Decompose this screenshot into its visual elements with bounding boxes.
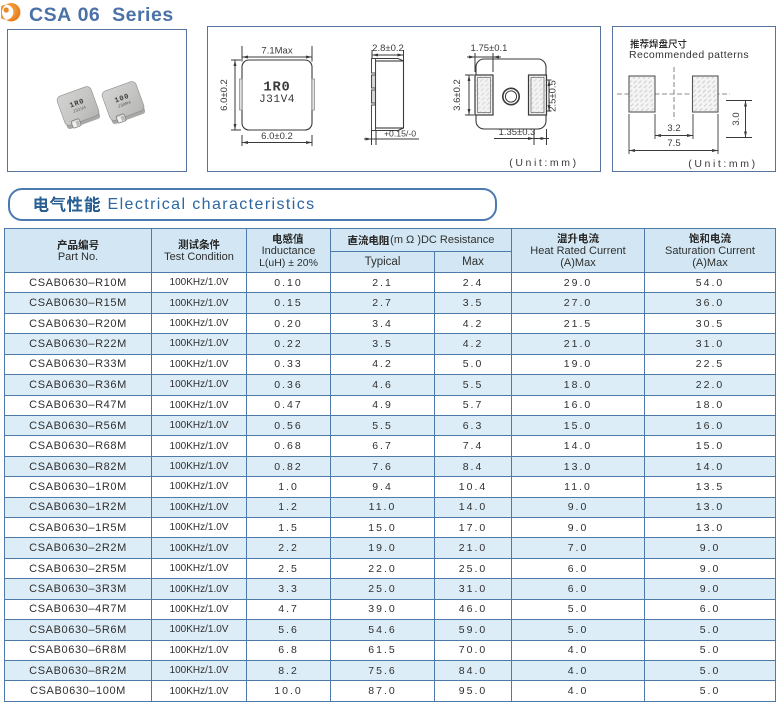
svg-text:6.0±0.2: 6.0±0.2 <box>219 79 230 111</box>
svg-text:2.8±0.2: 2.8±0.2 <box>372 43 404 54</box>
svg-text:J31V4: J31V4 <box>259 94 295 106</box>
svg-text:(Unit:mm): (Unit:mm) <box>509 157 578 169</box>
svg-text:J31V4: J31V4 <box>72 105 87 115</box>
svg-text:7.1Max: 7.1Max <box>261 46 292 57</box>
svg-text:1.35±0.3: 1.35±0.3 <box>499 127 536 138</box>
svg-text:3.6±0.2: 3.6±0.2 <box>452 79 463 111</box>
svg-text:3.2: 3.2 <box>667 123 680 134</box>
svg-text:7.5: 7.5 <box>667 138 680 149</box>
svg-text:2.5±0.5: 2.5±0.5 <box>548 80 559 112</box>
svg-text:(Unit:mm): (Unit:mm) <box>688 158 757 170</box>
svg-text:J30M4: J30M4 <box>117 100 132 110</box>
svg-text:6.0±0.2: 6.0±0.2 <box>261 131 293 142</box>
svg-text:1R0: 1R0 <box>263 81 290 96</box>
svg-text:+0.15/-0: +0.15/-0 <box>384 129 416 139</box>
svg-text:3.0: 3.0 <box>731 112 742 125</box>
svg-text:1.75±0.1: 1.75±0.1 <box>471 43 508 54</box>
